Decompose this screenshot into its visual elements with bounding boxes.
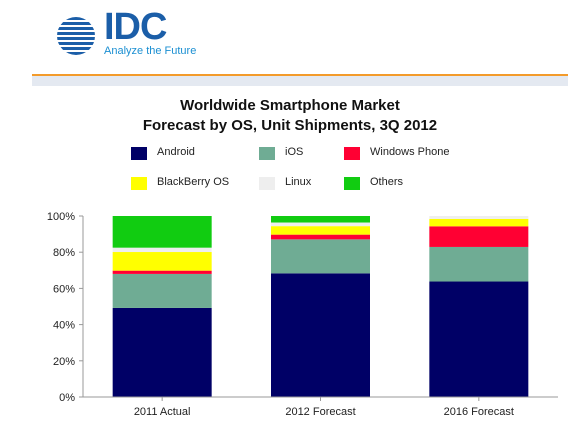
logo-tagline: Analyze the Future bbox=[104, 45, 197, 57]
x-tick-label: 2016 Forecast bbox=[444, 406, 514, 418]
bar-ios-2012-forecast bbox=[271, 239, 370, 274]
logo-text: IDC bbox=[104, 6, 167, 48]
legend-swatch-others bbox=[344, 177, 360, 190]
bar-linux-2011-actual bbox=[112, 247, 212, 253]
header-band bbox=[32, 76, 568, 86]
bar-linux-2016-forecast bbox=[429, 216, 529, 219]
bar-blackberry-os-2012-forecast bbox=[271, 226, 370, 235]
bar-android-2016-forecast bbox=[429, 281, 529, 397]
bar-windows-phone-2011-actual bbox=[112, 270, 212, 274]
legend-swatch-android bbox=[131, 147, 147, 160]
header-divider bbox=[32, 74, 568, 76]
bar-ios-2016-forecast bbox=[429, 246, 529, 282]
legend-swatch-blackberry-os bbox=[131, 177, 147, 190]
legend-label-others: Others bbox=[370, 176, 404, 188]
legend-label-android: Android bbox=[157, 146, 195, 158]
bar-linux-2012-forecast bbox=[271, 222, 370, 227]
bar-android-2011-actual bbox=[112, 307, 212, 397]
legend-label-linux: Linux bbox=[285, 176, 312, 188]
x-tick-label: 2012 Forecast bbox=[285, 406, 355, 418]
legend-label-blackberry-os: BlackBerry OS bbox=[157, 176, 230, 188]
legend-swatch-ios bbox=[259, 147, 275, 160]
y-tick-label: 20% bbox=[53, 356, 75, 368]
bar-windows-phone-2012-forecast bbox=[271, 234, 370, 240]
y-tick-label: 80% bbox=[53, 247, 75, 259]
chart-subtitle: Forecast by OS, Unit Shipments, 3Q 2012 bbox=[142, 117, 438, 134]
x-tick-label: 2011 Actual bbox=[134, 406, 191, 418]
y-tick-label: 40% bbox=[53, 320, 75, 332]
idc-logo bbox=[48, 12, 198, 62]
legend-swatch-windows-phone bbox=[344, 147, 360, 160]
globe-icon bbox=[57, 17, 95, 55]
chart-title: Worldwide Smartphone Market bbox=[180, 97, 400, 114]
y-tick-label: 100% bbox=[47, 211, 75, 223]
legend-label-ios: iOS bbox=[285, 146, 304, 158]
legend-label-windows-phone: Windows Phone bbox=[370, 146, 450, 158]
bar-blackberry-os-2016-forecast bbox=[429, 218, 529, 227]
bar-windows-phone-2016-forecast bbox=[429, 226, 529, 247]
bar-others-2011-actual bbox=[112, 216, 212, 248]
bar-others-2012-forecast bbox=[271, 216, 370, 223]
bar-ios-2011-actual bbox=[112, 273, 212, 308]
bar-android-2012-forecast bbox=[271, 273, 370, 397]
y-tick-label: 0% bbox=[59, 392, 75, 404]
legend-swatch-linux bbox=[259, 177, 275, 190]
bar-blackberry-os-2011-actual bbox=[112, 252, 212, 271]
y-tick-label: 60% bbox=[53, 283, 75, 295]
